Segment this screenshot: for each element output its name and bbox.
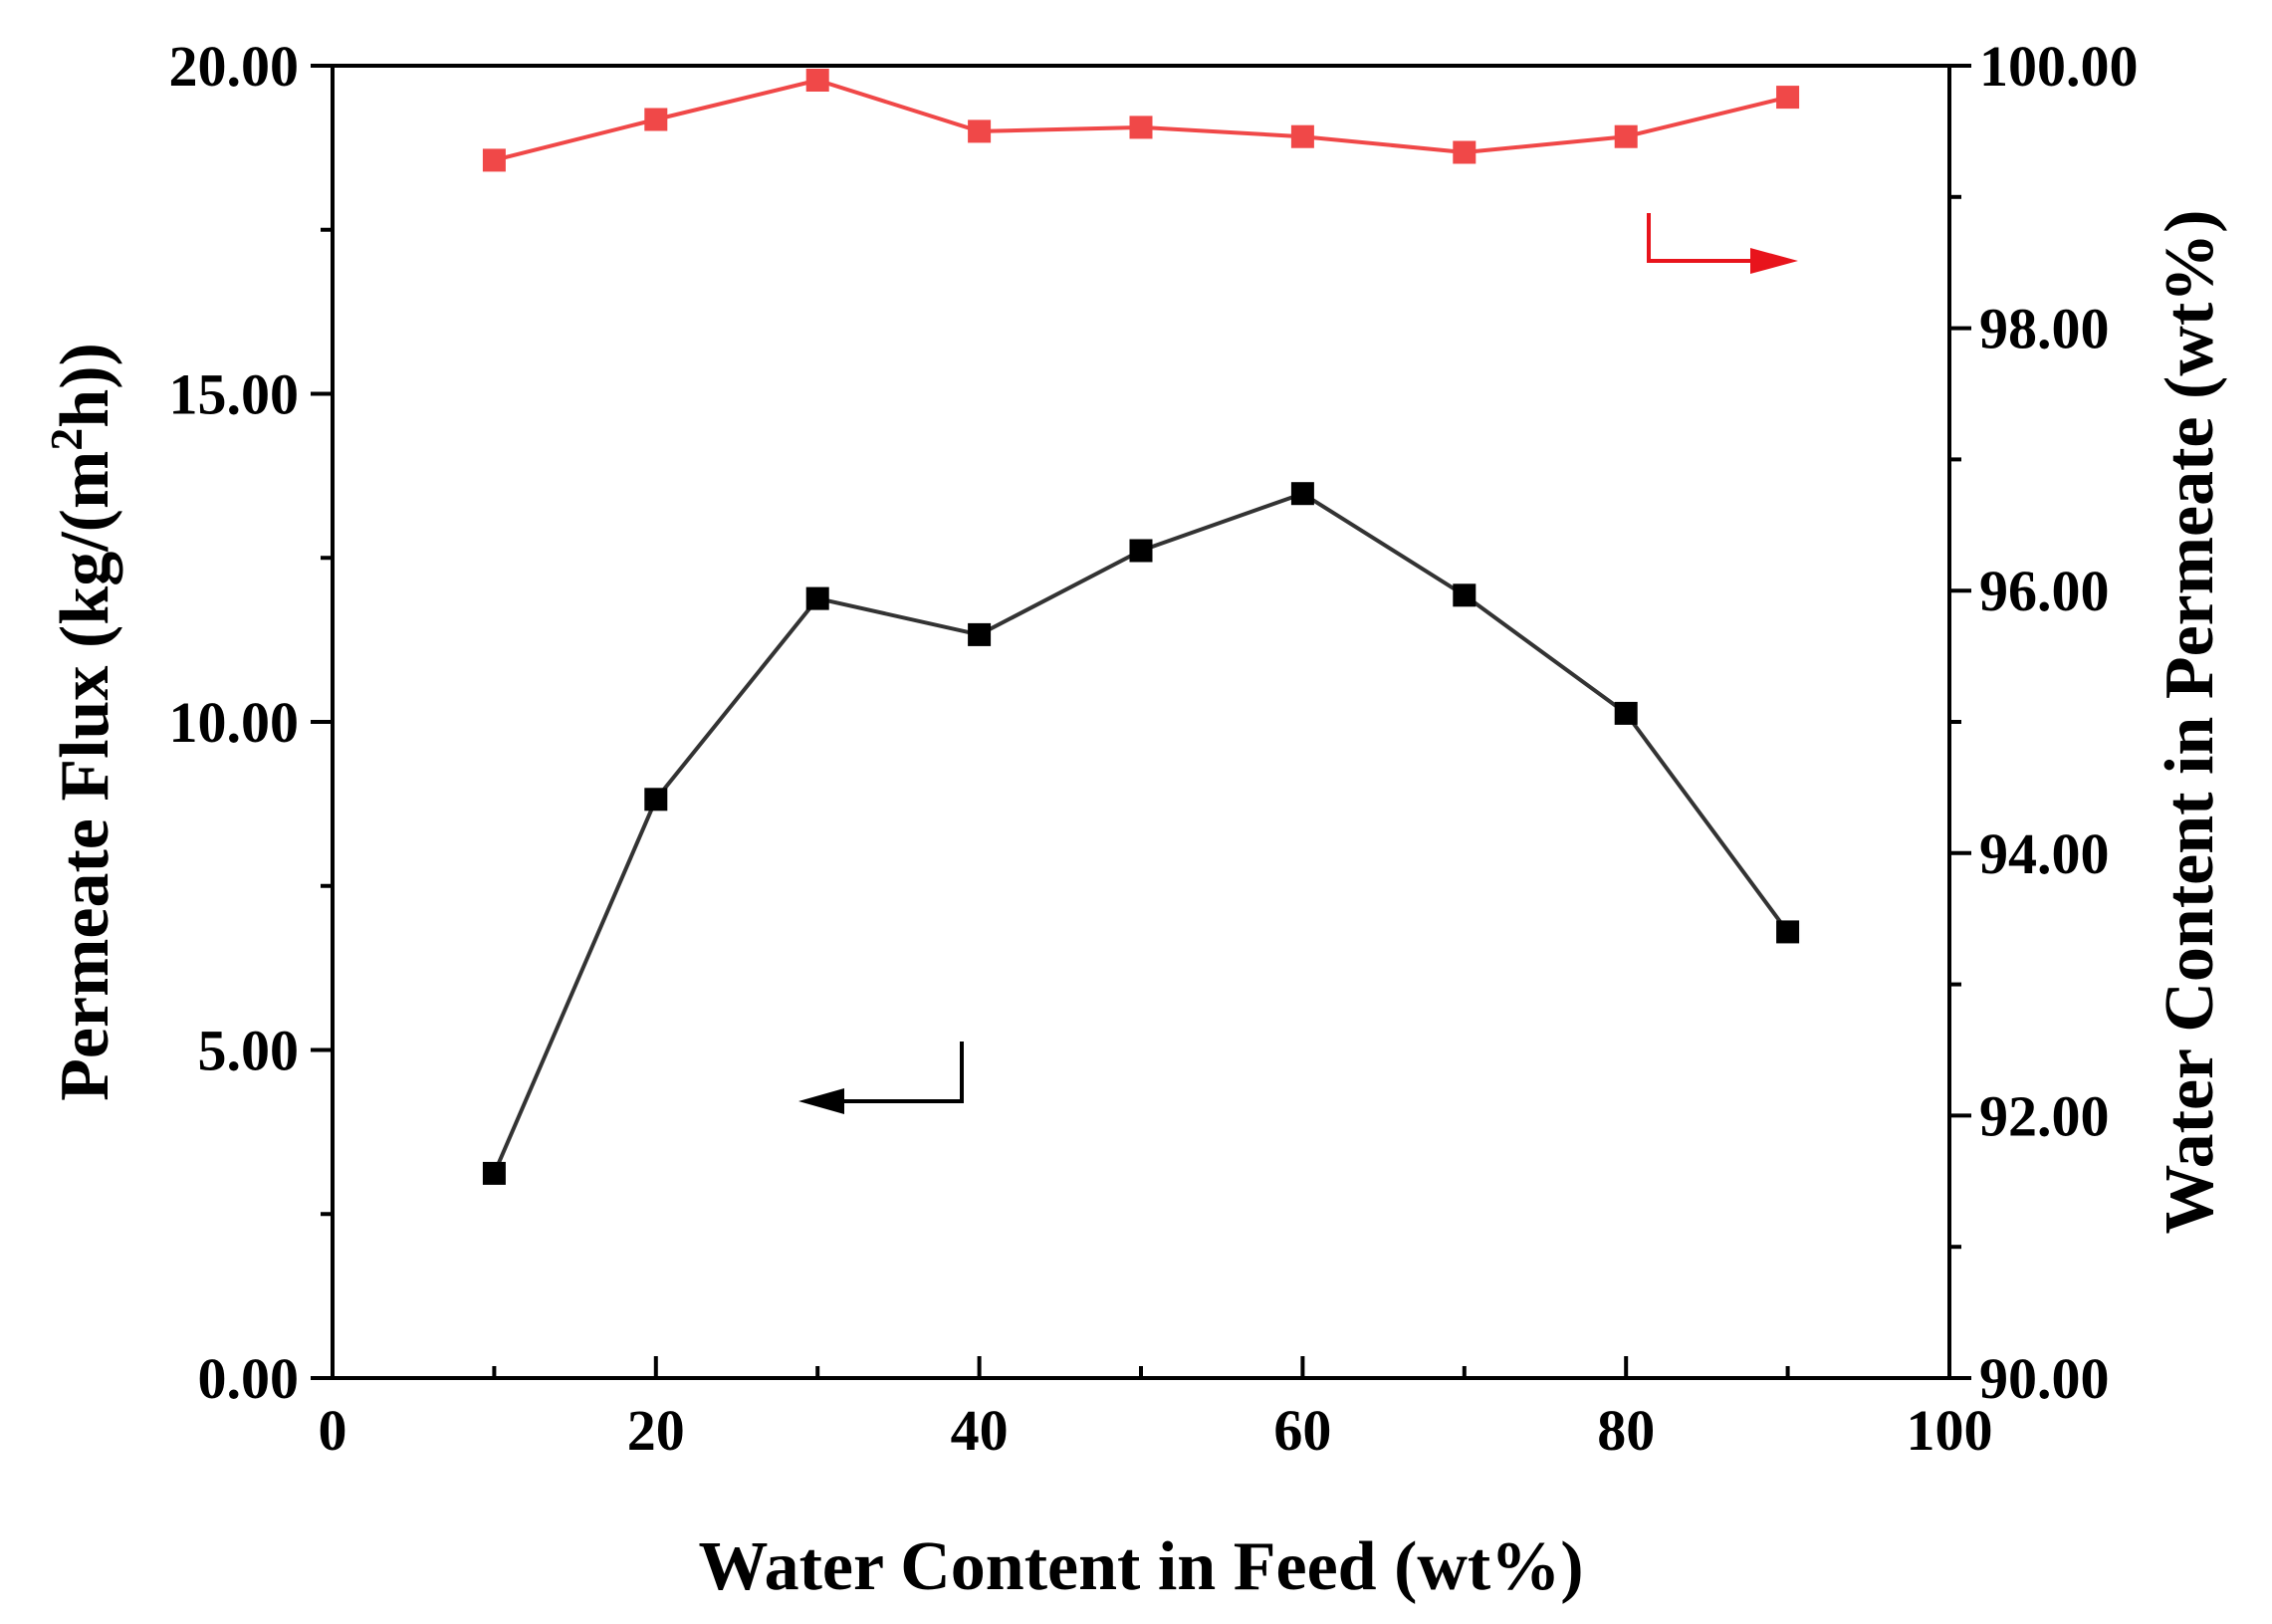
permeate-water-content-point [968,119,992,143]
y-tick-label: 10.00 [169,690,300,755]
y2-tick-label: 96.00 [1979,559,2110,623]
y2-tick-label: 100.00 [1979,34,2139,99]
permeate-flux-point [482,1161,506,1185]
y-axis-title-group: Permeate Flux (kg/(m2h)) [41,343,123,1101]
y-tick-label: 5.00 [198,1019,300,1083]
permeate-water-content-point [1290,124,1314,148]
y2-axis-title: Water Content in Permeate (wt%) [2152,210,2228,1235]
x-tick-label: 40 [951,1398,1009,1463]
flux-axis-arrow [798,1042,964,1114]
x-axis-title: Water Content in Feed (wt%) [698,1528,1583,1605]
y2-axis-title-group: Water Content in Permeate (wt%) [2152,210,2228,1235]
y2-tick-label: 92.00 [1979,1083,2110,1148]
permeate-water-content-point [482,148,506,172]
flux-arrow-line [814,1042,964,1103]
permeate-flux-point [968,622,992,646]
y2-tick-label: 90.00 [1979,1346,2110,1411]
permeate-arrow-line [1647,213,1768,263]
permeate-water-content-point [1453,140,1477,164]
series-markers-layer [482,69,1800,1185]
permeate-flux-point [1129,539,1153,563]
permeate-water-content-point [1776,86,1800,110]
permeate-flux-point [1453,583,1477,607]
y2-tick-label: 94.00 [1979,821,2110,886]
permeate-flux-point [644,788,668,812]
y-axis-title-suffix: h)) [47,343,123,428]
x-tick-label: 80 [1597,1398,1655,1463]
ticks-layer: 0 20 40 60 80 100 0.00 5.00 10.00 15.00 20.00 90.00… [169,34,2139,1463]
flux-arrow-head [798,1088,844,1114]
permeate-water-content-point [1129,116,1153,139]
y-axis-title: Permeate Flux (kg/(m2h)) [41,343,123,1101]
x-tick-label: 60 [1273,1398,1331,1463]
y-axis-title-superscript: 2 [41,428,92,451]
y-tick-label: 20.00 [169,34,300,99]
permeate-flux-point [1290,482,1314,506]
y-axis-title-prefix: Permeate Flux (kg/(m [47,451,123,1101]
permeate-flux-point [1614,701,1638,725]
permeate-water-content-point [644,108,668,131]
x-tick-label: 0 [319,1398,347,1463]
permeate-arrow-head [1750,248,1798,274]
permeate-flux-point [805,586,829,610]
permeate-flux-point [1776,920,1800,944]
y-tick-label: 15.00 [169,362,300,427]
x-tick-label: 100 [1907,1398,1993,1463]
x-tick-label: 20 [627,1398,685,1463]
y2-tick-label: 98.00 [1979,297,2110,361]
permeate-water-content-point [805,69,829,92]
y-tick-label: 0.00 [198,1346,300,1411]
permeate-water-content-point [1614,124,1638,148]
permeate-axis-arrow [1647,213,1798,274]
